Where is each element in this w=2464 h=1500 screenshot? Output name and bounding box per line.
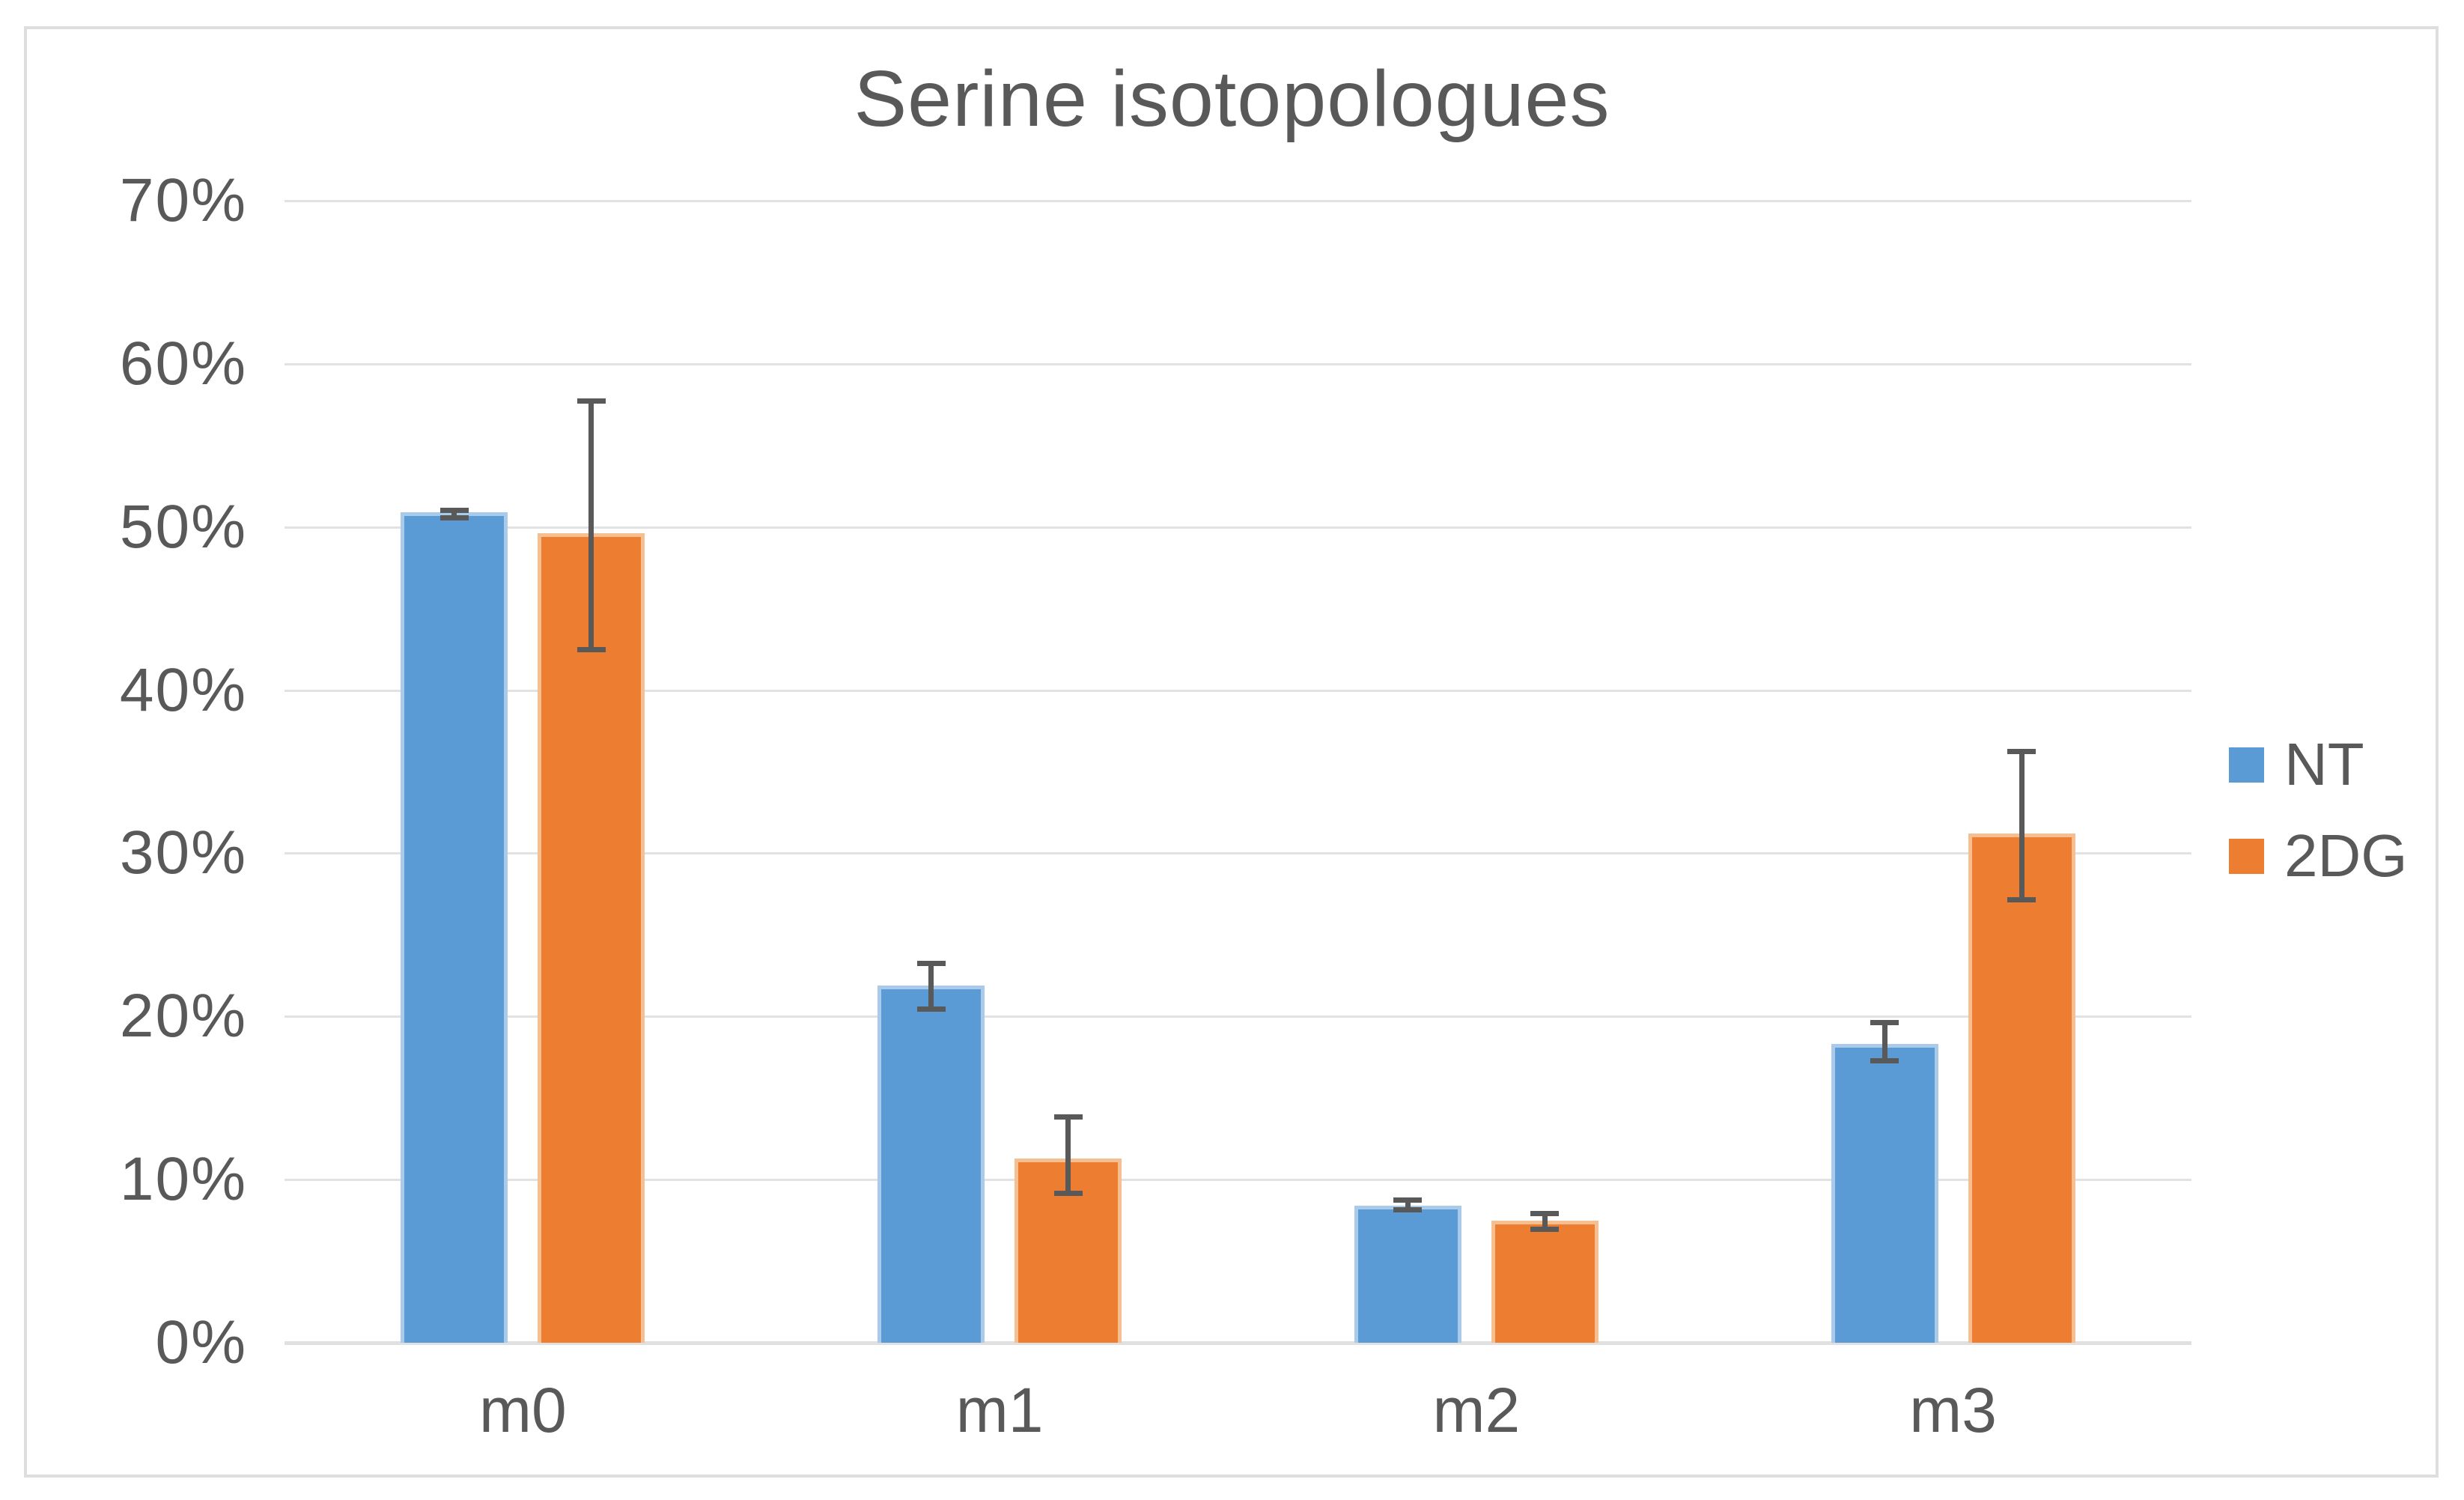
y-tick-label-30: 30% (119, 819, 247, 887)
error-bar-2dg-m1 (1065, 1114, 1071, 1196)
x-tick-label-m1: m1 (955, 1374, 1044, 1445)
gridline-50 (285, 526, 2191, 529)
plot-area (285, 200, 2191, 1345)
bar-nt-m2 (1354, 1206, 1461, 1343)
error-cap-bottom-nt-m3 (1870, 1058, 1899, 1064)
bar-2dg-m2 (1491, 1220, 1598, 1343)
category-cell-m0 (285, 201, 761, 1343)
chart-title: Serine isotopologues (854, 55, 1610, 143)
y-tick-label-70: 70% (119, 166, 247, 234)
legend-swatch-icon (2229, 747, 2264, 783)
error-bar-nt-m3 (1882, 1019, 1887, 1064)
y-tick-label-0: 0% (155, 1308, 247, 1376)
category-row (285, 201, 2191, 1343)
x-tick-label-m3: m3 (1909, 1374, 1997, 1445)
gridline-0 (285, 1341, 2191, 1345)
error-cap-bottom-nt-m0 (439, 515, 469, 520)
bar-2dg-m3 (1968, 833, 2075, 1343)
error-cap-bottom-2dg-m3 (2007, 896, 2036, 902)
error-cap-top-nt-m1 (916, 961, 946, 967)
legend-item-nt: NT (2229, 731, 2408, 798)
y-tick-label-40: 40% (119, 655, 247, 724)
error-cap-bottom-nt-m1 (916, 1006, 946, 1012)
legend-swatch-icon (2229, 838, 2264, 874)
category-cell-m3 (1715, 201, 2191, 1343)
error-cap-top-2dg-m2 (1530, 1210, 1560, 1216)
error-bar-nt-m2 (1405, 1197, 1411, 1212)
category-cell-m1 (761, 201, 1238, 1343)
error-cap-top-2dg-m0 (577, 398, 606, 404)
y-tick-label-60: 60% (119, 329, 247, 398)
error-cap-top-nt-m2 (1393, 1197, 1423, 1203)
legend-item-2dg: 2DG (2229, 822, 2408, 889)
error-cap-top-2dg-m1 (1053, 1114, 1083, 1120)
y-axis: 0% 10% 20% 30% 40% 50% 60% 70% (0, 166, 247, 1376)
gridline-10 (285, 1179, 2191, 1182)
bar-nt-m0 (401, 512, 508, 1343)
gridline-30 (285, 852, 2191, 855)
gridline-60 (285, 362, 2191, 365)
error-cap-top-nt-m0 (439, 507, 469, 513)
error-bar-2dg-m2 (1542, 1210, 1548, 1232)
error-cap-top-2dg-m3 (2007, 749, 2036, 754)
legend-label: NT (2284, 731, 2364, 798)
bar-2dg-m0 (538, 533, 645, 1343)
y-tick-label-10: 10% (119, 1145, 247, 1214)
error-bar-nt-m1 (928, 961, 934, 1012)
error-cap-bottom-2dg-m0 (577, 647, 606, 653)
y-tick-label-50: 50% (119, 492, 247, 561)
gridline-70 (285, 200, 2191, 202)
category-cell-m2 (1238, 201, 1715, 1343)
error-cap-bottom-2dg-m1 (1053, 1190, 1083, 1196)
legend-label: 2DG (2284, 822, 2408, 889)
error-bar-nt-m0 (451, 507, 457, 520)
bar-nt-m1 (877, 985, 985, 1343)
error-bar-2dg-m3 (2019, 749, 2025, 902)
error-cap-bottom-2dg-m2 (1530, 1226, 1560, 1232)
x-axis: m0 m1 m2 m3 (285, 1354, 2191, 1466)
gridline-40 (285, 689, 2191, 692)
y-tick-label-20: 20% (119, 982, 247, 1051)
gridline-20 (285, 1015, 2191, 1018)
bar-nt-m3 (1831, 1044, 1938, 1343)
legend: NT 2DG (2229, 731, 2408, 889)
error-cap-bottom-nt-m2 (1393, 1206, 1423, 1212)
x-tick-label-m0: m0 (479, 1374, 567, 1445)
error-cap-top-nt-m3 (1870, 1019, 1899, 1025)
x-tick-label-m2: m2 (1432, 1374, 1521, 1445)
error-bar-2dg-m0 (588, 398, 594, 653)
